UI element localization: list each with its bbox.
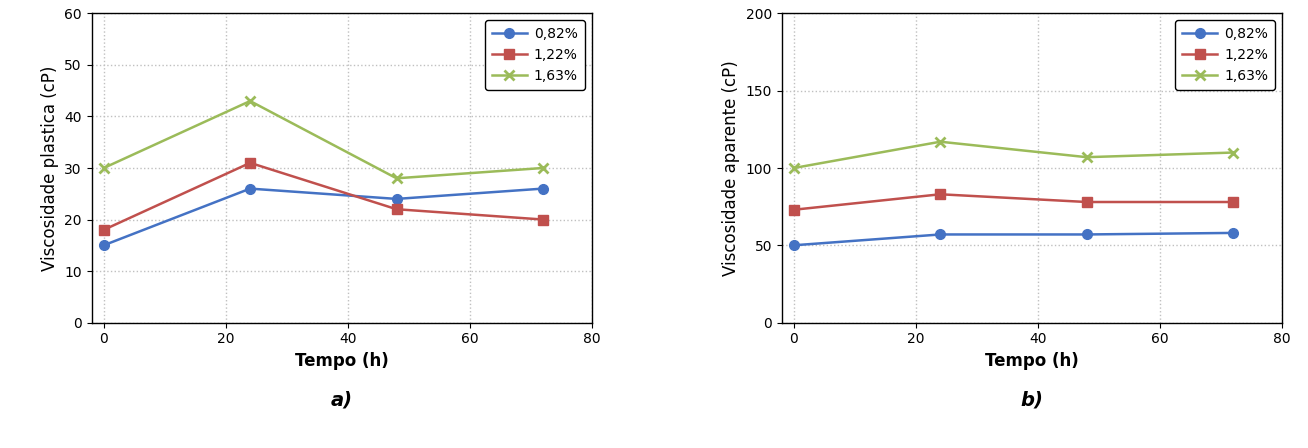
1,63% — [786, 165, 802, 171]
Y-axis label: Viscosidade aparente (cP): Viscosidade aparente (cP) — [722, 60, 740, 276]
Line: 1,63%: 1,63% — [99, 96, 548, 183]
1,63% — [388, 176, 404, 181]
1,22% — [1079, 199, 1095, 205]
Line: 0,82%: 0,82% — [99, 184, 548, 250]
1,22% — [242, 160, 258, 165]
Text: b): b) — [1020, 391, 1044, 409]
Line: 1,22%: 1,22% — [789, 190, 1237, 215]
0,82% — [95, 243, 111, 248]
X-axis label: Tempo (h): Tempo (h) — [985, 352, 1079, 370]
1,22% — [95, 227, 111, 233]
Line: 1,63%: 1,63% — [789, 137, 1237, 173]
1,22% — [933, 192, 948, 197]
1,22% — [1226, 199, 1241, 205]
Text: a): a) — [331, 391, 353, 409]
0,82% — [933, 232, 948, 237]
1,63% — [242, 99, 258, 104]
Line: 0,82%: 0,82% — [789, 228, 1237, 250]
0,82% — [242, 186, 258, 191]
0,82% — [786, 243, 802, 248]
1,63% — [1226, 150, 1241, 155]
Line: 1,22%: 1,22% — [99, 158, 548, 235]
Legend: 0,82%, 1,22%, 1,63%: 0,82%, 1,22%, 1,63% — [485, 21, 585, 90]
1,22% — [388, 207, 404, 212]
Legend: 0,82%, 1,22%, 1,63%: 0,82%, 1,22%, 1,63% — [1176, 21, 1275, 90]
1,63% — [1079, 155, 1095, 160]
Y-axis label: Viscosidade plastica (cP): Viscosidade plastica (cP) — [41, 65, 59, 271]
0,82% — [1226, 230, 1241, 236]
1,63% — [535, 165, 551, 171]
1,22% — [786, 207, 802, 212]
1,22% — [535, 217, 551, 222]
1,63% — [95, 165, 111, 171]
0,82% — [388, 196, 404, 202]
1,63% — [933, 139, 948, 144]
0,82% — [1079, 232, 1095, 237]
X-axis label: Tempo (h): Tempo (h) — [294, 352, 388, 370]
0,82% — [535, 186, 551, 191]
